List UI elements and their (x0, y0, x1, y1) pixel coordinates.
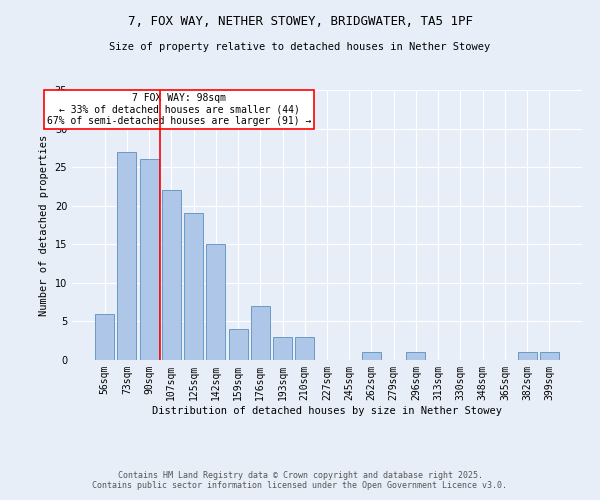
Text: 7, FOX WAY, NETHER STOWEY, BRIDGWATER, TA5 1PF: 7, FOX WAY, NETHER STOWEY, BRIDGWATER, T… (128, 15, 473, 28)
Text: Size of property relative to detached houses in Nether Stowey: Size of property relative to detached ho… (109, 42, 491, 52)
Bar (118, 152, 136, 360)
Bar (184, 214, 203, 360)
X-axis label: Distribution of detached houses by size in Nether Stowey: Distribution of detached houses by size … (152, 406, 502, 415)
Bar (362, 352, 381, 360)
Bar (295, 337, 314, 360)
Y-axis label: Number of detached properties: Number of detached properties (39, 134, 49, 316)
Bar (206, 244, 225, 360)
Bar (251, 306, 270, 360)
Bar (273, 337, 292, 360)
Text: 7 FOX WAY: 98sqm
← 33% of detached houses are smaller (44)
67% of semi-detached : 7 FOX WAY: 98sqm ← 33% of detached house… (47, 92, 311, 126)
Bar (162, 190, 181, 360)
Bar (406, 352, 425, 360)
Bar (540, 352, 559, 360)
Bar (95, 314, 114, 360)
Bar (229, 329, 248, 360)
Bar (518, 352, 536, 360)
Bar (140, 160, 158, 360)
Text: Contains HM Land Registry data © Crown copyright and database right 2025.
Contai: Contains HM Land Registry data © Crown c… (92, 470, 508, 490)
